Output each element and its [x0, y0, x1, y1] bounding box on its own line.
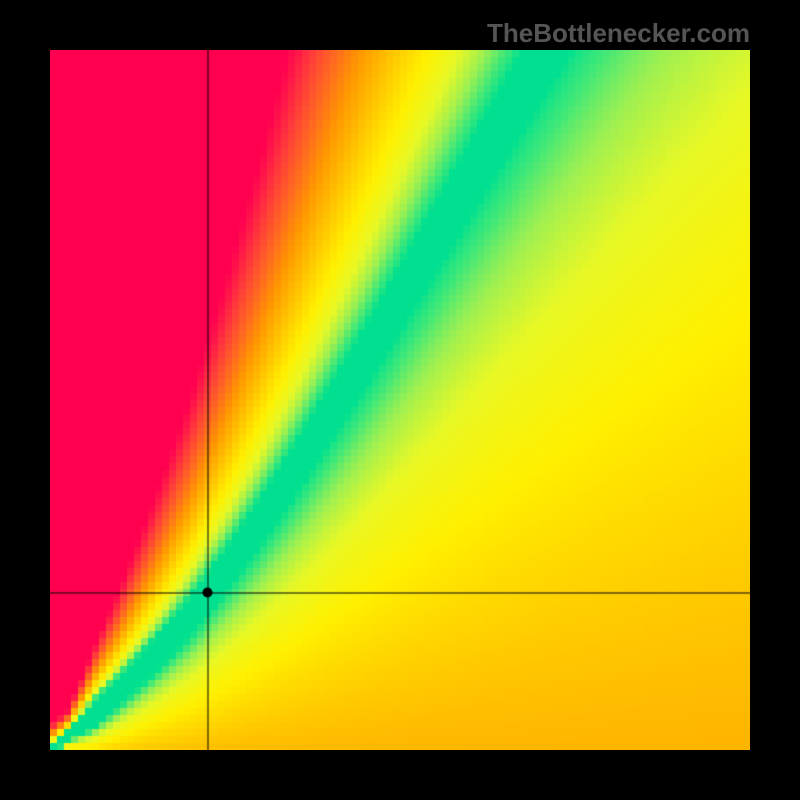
bottleneck-heatmap: [50, 50, 750, 750]
watermark-text: TheBottlenecker.com: [487, 18, 750, 49]
chart-container: TheBottlenecker.com: [0, 0, 800, 800]
